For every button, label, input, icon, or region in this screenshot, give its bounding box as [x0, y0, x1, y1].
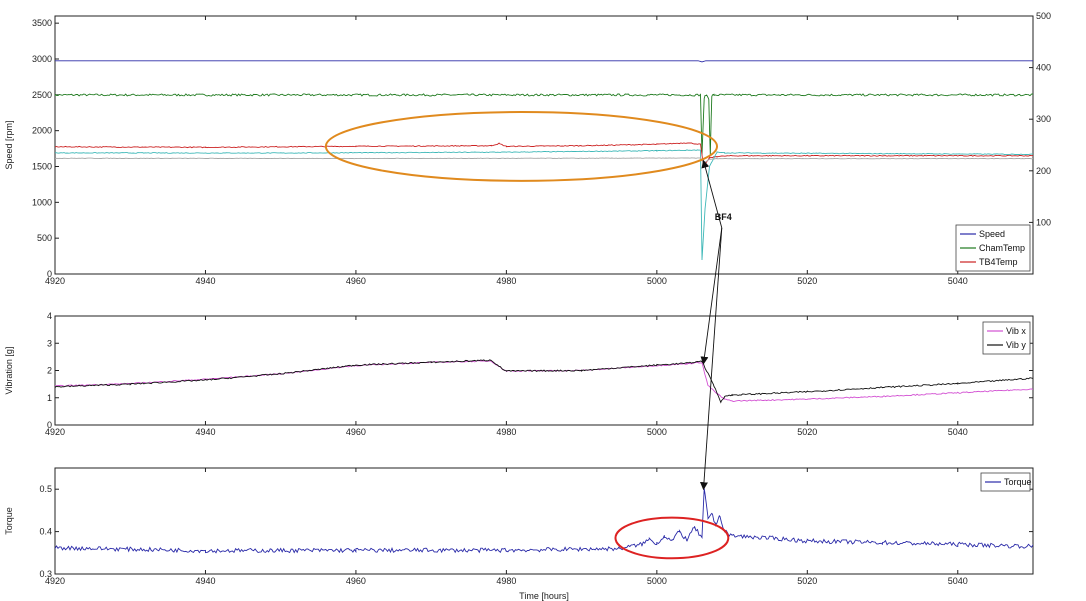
legend-box: [980, 472, 1031, 492]
y2-tick-label: 200: [1036, 166, 1051, 176]
x-tick-label: 4940: [195, 427, 215, 437]
y-tick-label: 2500: [32, 90, 52, 100]
series-line-torque: [55, 488, 1033, 554]
legend-label: Speed: [979, 229, 1005, 239]
y-axis-label: Torque: [4, 507, 14, 535]
y-tick-label: 3500: [32, 18, 52, 28]
y-axis-label: Vibration [g]: [4, 347, 14, 395]
y-tick-label: 0.4: [39, 527, 52, 537]
x-tick-label: 4960: [346, 427, 366, 437]
bf4-label: BF4: [715, 212, 732, 222]
x-tick-label: 4960: [346, 276, 366, 286]
y2-tick-label: 300: [1036, 114, 1051, 124]
chart-panel-2: 4920 4940 4960 4980 5000 5020 5040 0 1 2 3 4 Vibrati…: [4, 311, 1034, 437]
y-tick-label: 3000: [32, 54, 52, 64]
x-tick-label: 4960: [346, 576, 366, 586]
chart-panel-3: 4920 4940 4960 4980 5000 5020 5040 0.3 0.4 0.5 Tor…: [4, 467, 1034, 601]
series-line-unlabeled-3: [55, 149, 1033, 261]
y2-tick-label: 400: [1036, 63, 1051, 73]
y2-tick-label: 100: [1036, 217, 1051, 227]
legend-label: ChamTemp: [979, 243, 1025, 253]
y-tick-label: 0.3: [39, 569, 52, 579]
legend-label: Torque: [1004, 477, 1032, 487]
x-tick-label: 4940: [195, 276, 215, 286]
highlight-ellipse: [614, 516, 730, 560]
x-tick-label: 5040: [948, 576, 968, 586]
x-tick-label: 5000: [647, 576, 667, 586]
bf4-arrow-3: [699, 227, 723, 491]
x-tick-label: 4920: [45, 576, 65, 586]
y-tick-label: 2: [47, 366, 52, 376]
y-tick-label: 1: [47, 393, 52, 403]
series-line-speed: [55, 60, 1033, 63]
series-line-vib-y: [55, 359, 1033, 404]
x-tick-label: 5040: [948, 427, 968, 437]
y-tick-label: 1500: [32, 162, 52, 172]
legend-label: Vib y: [1006, 340, 1026, 350]
legend-box: [955, 224, 1031, 272]
legend: Vib x Vib y: [982, 321, 1031, 355]
y-tick-label: 0: [47, 269, 52, 279]
x-tick-label: 5000: [647, 276, 667, 286]
plot-area: [54, 467, 1034, 575]
x-axis-label: Time [hours]: [519, 591, 569, 601]
chart-panel-1: 4920 4940 4960 4980 5000 5020 5040 0 500 1000 1500…: [4, 11, 1051, 286]
plot-area: [54, 15, 1034, 275]
x-tick-label: 4980: [496, 576, 516, 586]
x-tick-label: 4980: [496, 276, 516, 286]
highlight-ellipse: [324, 111, 719, 182]
series-line-chamtemp: [55, 93, 1033, 156]
y-tick-label: 0: [47, 420, 52, 430]
x-tick-label: 4920: [45, 276, 65, 286]
y-tick-label: 1000: [32, 197, 52, 207]
y2-tick-label: 500: [1036, 11, 1051, 21]
y-tick-label: 2000: [32, 126, 52, 136]
legend-label: Vib x: [1006, 326, 1026, 336]
legend: Torque: [980, 472, 1032, 492]
x-tick-label: 5020: [797, 576, 817, 586]
x-tick-label: 4920: [45, 427, 65, 437]
legend-label: TB4Temp: [979, 257, 1018, 267]
series-line-tb4temp: [55, 142, 1033, 168]
bf4-arrow-2: [700, 227, 723, 365]
legend-box: [982, 321, 1031, 355]
x-tick-label: 5040: [948, 276, 968, 286]
x-tick-label: 5000: [647, 427, 667, 437]
x-tick-label: 4940: [195, 576, 215, 586]
x-tick-label: 4980: [496, 427, 516, 437]
y-tick-label: 4: [47, 311, 52, 321]
y-tick-label: 3: [47, 338, 52, 348]
y-axis-label: Speed [rpm]: [4, 120, 14, 169]
x-tick-label: 5020: [797, 427, 817, 437]
bf4-arrow-1: [701, 159, 723, 228]
y-tick-label: 500: [37, 233, 52, 243]
series-line-unlabeled-4: [55, 156, 1033, 164]
legend: Speed ChamTemp TB4Temp: [955, 224, 1031, 272]
y-tick-label: 0.5: [39, 484, 52, 494]
x-tick-label: 5020: [797, 276, 817, 286]
